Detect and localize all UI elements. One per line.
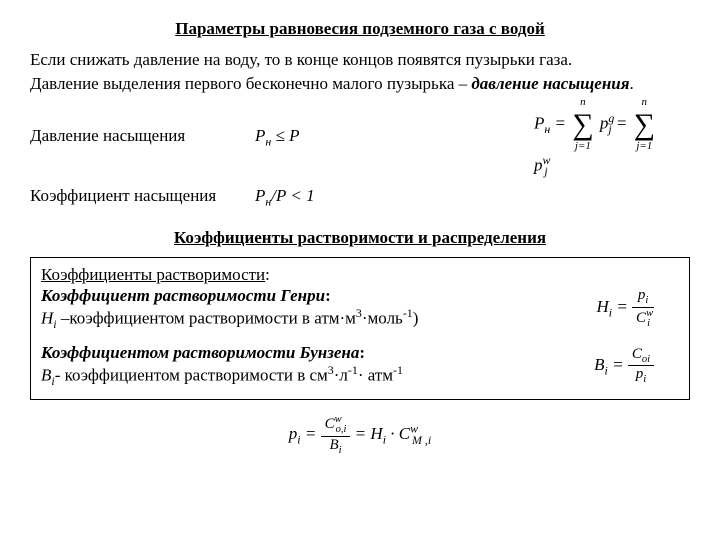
p2-term: давление насыщения [471, 74, 629, 93]
sum-P: Р [534, 113, 544, 132]
pressure-row: Давление насыщения Рн ≤ Р Рн = n ∑ j=1 p… [30, 96, 690, 179]
sum-1: n ∑ j=1 [570, 96, 595, 154]
l5-b: - коэффициентом растворимости в см [55, 366, 328, 385]
paragraph-2: Давление выделения первого бесконечно ма… [30, 73, 690, 94]
sum2-j: j [544, 164, 547, 178]
bf-C: С [632, 346, 642, 362]
ff-dot: · [386, 424, 399, 443]
p4-expr: Рн/P < 1 [255, 185, 315, 209]
bf-B: В [594, 355, 604, 374]
l3-m1: -1 [403, 306, 413, 320]
sum1-bot: j=1 [570, 140, 595, 154]
p3-P: Р [255, 126, 265, 145]
henry-row: Коэффициент растворимости Генри: Hi –коэ… [41, 285, 679, 332]
sum2-bot: j=1 [632, 140, 657, 154]
ff-CMi: M ,i [412, 433, 431, 447]
hf-C: C [636, 310, 646, 326]
solubility-box: Коэффициенты растворимости: Коэффициент … [30, 257, 690, 401]
l5-c: ·л [334, 366, 348, 385]
l3-b: –коэффициентом растворимости в атм·м [57, 309, 356, 328]
ff-pi: i [297, 433, 300, 447]
l5-B: B [41, 366, 51, 385]
box-line4-colon: : [359, 343, 365, 362]
box-line1-text: Коэффициенты растворимости [41, 265, 265, 284]
ff-Bi: i [339, 445, 342, 456]
henry-formula: Hi = pi Cwi [596, 287, 679, 329]
ff-CM: C [399, 424, 410, 443]
l5-sL: -1 [348, 363, 358, 377]
sum-2: n ∑ j=1 [632, 96, 657, 154]
bf-pi: i [643, 374, 646, 385]
bf-oi: оi [642, 354, 650, 365]
box-line3: Hi –коэффициентом растворимости в атм·м3… [41, 306, 418, 332]
box-line1-colon: : [265, 265, 270, 284]
l3-d: ) [413, 309, 419, 328]
sum1-j: j [608, 122, 611, 136]
l3-H: H [41, 309, 53, 328]
p2-text-a: Давление выделения первого бесконечно ма… [30, 74, 471, 93]
box-line5: Bi- коэффициентом растворимости в см3·л-… [41, 363, 403, 389]
saturation-sum-formula: Рн = n ∑ j=1 pgj = n ∑ j=1 pwj [534, 96, 690, 179]
ff-C: C [325, 416, 335, 432]
bunsen-formula: Вi = Соi рi [594, 346, 679, 386]
coeff-saturation-row: Коэффициент насыщения Рн/P < 1 [30, 185, 690, 209]
l5-d: · атм [358, 366, 393, 385]
section2-title: Коэффициенты растворимости и распределен… [30, 227, 690, 248]
hf-pi: i [645, 295, 648, 306]
l3-c: ·моль [362, 309, 403, 328]
box-line2-colon: : [325, 286, 331, 305]
p4-rest: /P < 1 [271, 186, 314, 205]
ff-Coi: o,i [336, 424, 347, 435]
p2-dot: . [630, 74, 634, 93]
sum-Psub: н [544, 122, 550, 136]
box-line4: Коэффициентом растворимости Бунзена: [41, 342, 403, 363]
main-title: Параметры равновесия подземного газа с в… [30, 18, 690, 39]
p3-label: Давление насыщения [30, 125, 255, 149]
ff-B: B [329, 437, 338, 453]
bunsen-row: Коэффициентом растворимости Бунзена: Bi-… [41, 342, 679, 389]
box-line2-text: Коэффициент растворимости Генри [41, 286, 325, 305]
hf-Ci: i [647, 318, 650, 329]
box-line2: Коэффициент растворимости Генри: [41, 285, 418, 306]
p4-label: Коэффициент насыщения [30, 185, 255, 209]
box-line1: Коэффициенты растворимости: [41, 264, 679, 285]
hf-H: H [596, 297, 608, 316]
final-formula: pi = Cwo,i Bi = Hi · CwM ,i [30, 414, 690, 456]
l5-sA: -1 [393, 363, 403, 377]
p4-P: Р [255, 186, 265, 205]
p3-expr: Рн ≤ Р [255, 125, 300, 149]
bf-i: i [605, 363, 608, 377]
hf-i: i [609, 306, 612, 320]
ff-H: H [370, 424, 382, 443]
p3-rel: ≤ Р [271, 126, 299, 145]
paragraph-1: Если снижать давление на воду, то в конц… [30, 49, 690, 70]
box-line4-text: Коэффициентом растворимости Бунзена [41, 343, 359, 362]
